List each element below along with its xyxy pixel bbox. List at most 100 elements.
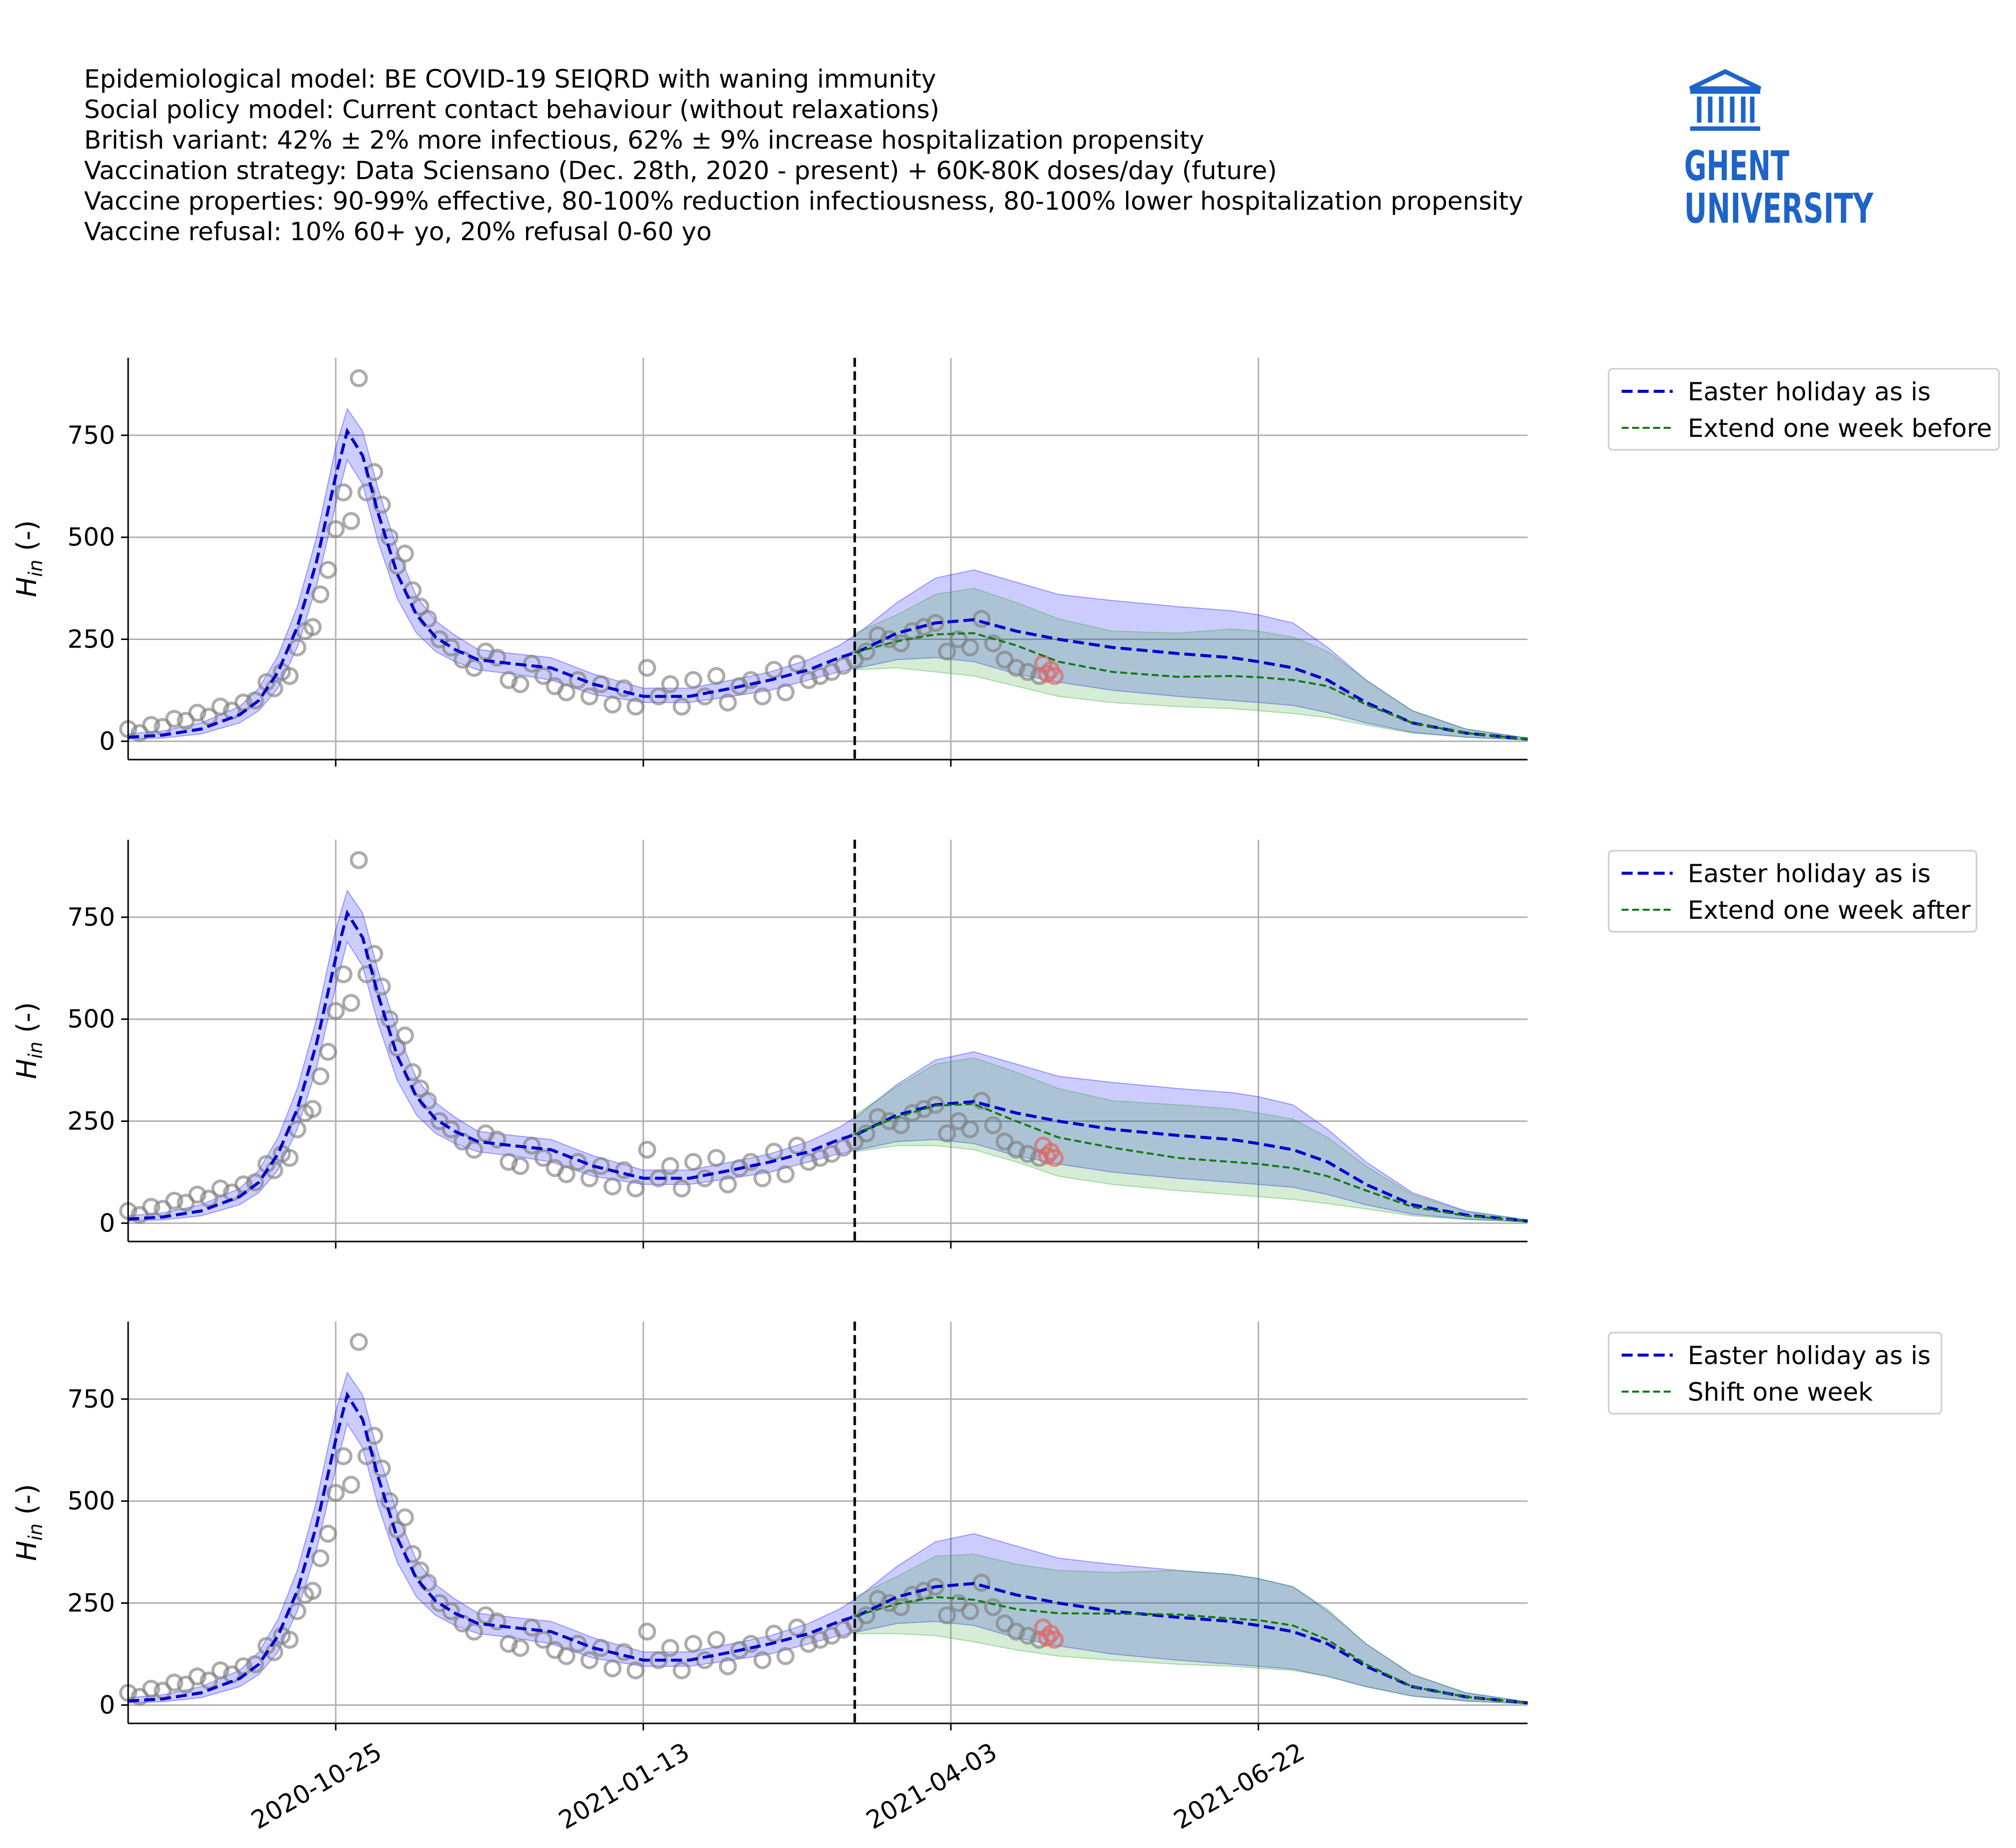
observed-data-point <box>1007 1622 1026 1641</box>
observed-data-point <box>719 693 737 712</box>
observed-data-point <box>603 1659 622 1677</box>
model-description: Epidemiological model: BE COVID-19 SEIQR… <box>84 64 1524 247</box>
observed-data-point <box>776 1647 795 1665</box>
observed-data-point <box>1019 1626 1037 1645</box>
observed-data-point <box>326 1002 345 1020</box>
observed-data-point <box>753 687 772 706</box>
baseline-line <box>128 1391 1528 1705</box>
observed-data-point <box>388 1038 406 1057</box>
observed-data-point <box>165 710 184 728</box>
observed-data-point <box>234 1657 253 1675</box>
observed-data-point <box>396 1026 414 1045</box>
observed-data-point <box>165 1191 184 1210</box>
observed-data-point <box>995 651 1014 669</box>
observed-data-point <box>765 1624 783 1643</box>
observed-data-point <box>246 1655 264 1673</box>
observed-data-point <box>142 716 161 734</box>
observed-data-point <box>200 708 218 726</box>
observed-data-point <box>949 1112 968 1130</box>
observed-data-point <box>342 512 360 530</box>
observed-data-point <box>234 693 253 712</box>
observed-data-point <box>1007 659 1026 677</box>
observed-data-point <box>534 1148 553 1167</box>
observed-data-point <box>603 1177 622 1195</box>
recent-data-point <box>1038 1628 1056 1647</box>
observed-data-point <box>788 655 806 673</box>
observed-data-point <box>499 1153 518 1171</box>
description-line: Vaccine properties: 90-99% effective, 80… <box>84 187 1524 216</box>
y-tick-label: 250 <box>68 1589 115 1618</box>
logo-building-icon <box>1689 69 1761 131</box>
observed-data-point <box>626 698 645 716</box>
observed-data-point <box>949 1594 968 1612</box>
observed-data-point <box>650 687 668 706</box>
y-tick-label: 500 <box>68 1005 115 1034</box>
observed-data-point <box>926 613 945 632</box>
observed-data-point <box>615 679 633 698</box>
observed-data-point <box>188 1667 207 1686</box>
observed-data-point <box>177 1675 195 1694</box>
scenario-line <box>854 1103 1528 1222</box>
observed-data-point <box>707 667 726 685</box>
observed-data-point <box>349 369 368 387</box>
observed-data-point <box>938 1606 956 1624</box>
observed-data-point <box>696 687 714 706</box>
y-tick-label: 500 <box>68 523 115 552</box>
observed-data-point <box>142 1679 161 1698</box>
description-line: Vaccination strategy: Data Sciensano (De… <box>84 156 1277 185</box>
observed-data-point <box>696 1169 714 1187</box>
y-tick-label: 0 <box>99 727 115 756</box>
legend-label: Easter holiday as is <box>1688 1341 1931 1370</box>
observed-data-point <box>511 1639 530 1657</box>
scenario-line <box>854 632 1528 741</box>
observed-data-point <box>880 1112 898 1130</box>
observed-data-point <box>891 1116 910 1134</box>
observed-data-point <box>926 1095 945 1114</box>
observed-data-point <box>534 1630 553 1649</box>
observed-data-point <box>776 1165 795 1183</box>
y-tick-label: 0 <box>99 1208 115 1238</box>
observed-data-point <box>719 1657 737 1675</box>
observed-data-point <box>788 1136 806 1155</box>
observed-data-point <box>673 1661 691 1680</box>
y-axis-label: Hin (-) <box>11 520 47 597</box>
observed-data-point <box>696 1651 714 1669</box>
observed-data-point <box>488 1612 507 1631</box>
chart-panel-2: 0 250 500 750 Hin (-) Easter holiday as is Ext… <box>11 840 1977 1249</box>
observed-data-point <box>465 1622 483 1641</box>
observed-data-point <box>811 1148 829 1167</box>
observed-data-point <box>211 1179 230 1198</box>
observed-data-point <box>661 1639 680 1657</box>
observed-data-point <box>995 1132 1014 1151</box>
observed-data-point <box>753 1651 772 1669</box>
observed-data-point <box>188 1185 207 1204</box>
observed-data-point <box>580 1651 599 1669</box>
observed-data-point <box>319 560 337 579</box>
observed-data-point <box>442 638 460 657</box>
logo-text-ghent: GHENT <box>1684 143 1789 190</box>
observed-data-point <box>984 634 1002 653</box>
observed-data-point <box>342 1476 360 1494</box>
observed-data-point <box>949 630 968 649</box>
recent-data-point <box>1038 1146 1056 1165</box>
legend-box <box>1608 1332 1942 1415</box>
y-tick-label: 250 <box>68 625 115 654</box>
observed-data-point <box>765 1142 783 1161</box>
observed-data-point <box>334 483 353 502</box>
observed-data-point <box>396 1508 414 1527</box>
observed-data-point <box>131 724 149 743</box>
baseline-line <box>128 427 1528 741</box>
observed-data-point <box>511 675 530 694</box>
observed-data-point <box>580 687 599 706</box>
observed-data-point <box>303 618 322 637</box>
observed-data-point <box>684 671 703 690</box>
observed-data-point <box>719 1175 737 1193</box>
observed-data-point <box>349 1333 368 1351</box>
observed-data-point <box>753 1169 772 1187</box>
observed-data-point <box>430 1112 449 1130</box>
legend-label: Easter holiday as is <box>1688 859 1931 888</box>
observed-data-point <box>938 642 956 661</box>
observed-data-point <box>1019 1144 1037 1163</box>
observed-data-point <box>396 544 414 563</box>
